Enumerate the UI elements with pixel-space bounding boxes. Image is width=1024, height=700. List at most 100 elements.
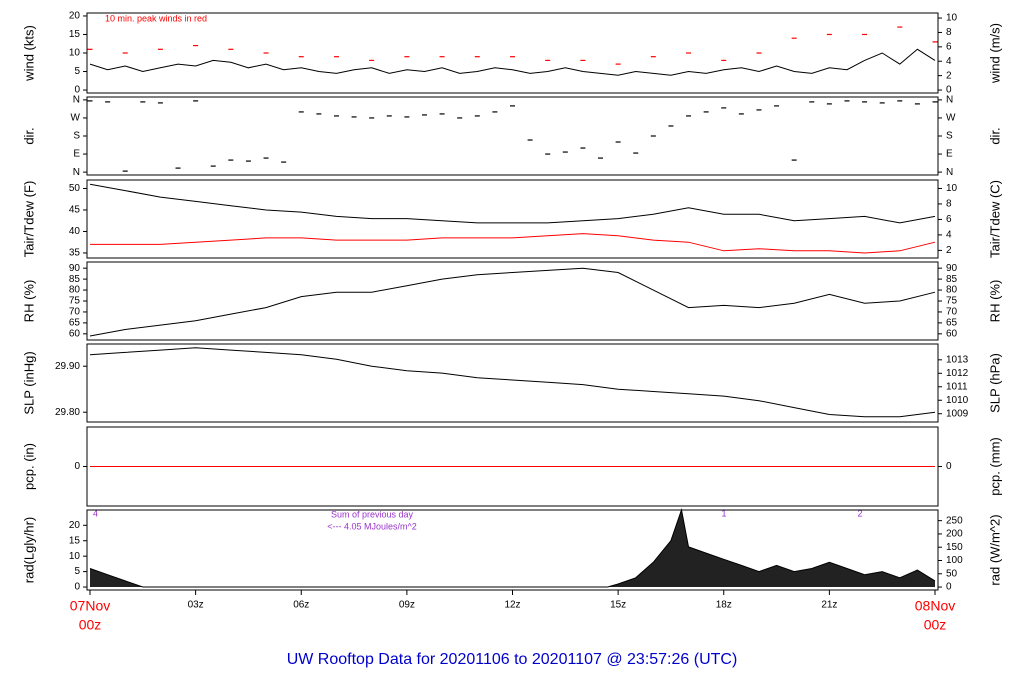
y-axis-label: rad(Lgly/hr) — [21, 517, 36, 583]
plot-frame — [86, 96, 939, 176]
y2-tick-label: 1011 — [946, 381, 968, 392]
y2-axis-label: pcp. (mm) — [987, 437, 1002, 496]
y2-tick-label: 0 — [946, 461, 952, 472]
y2-tick-label: 0 — [946, 582, 952, 593]
x-tick-label: 18z — [716, 600, 732, 611]
y2-tick-label: 0 — [946, 85, 952, 96]
y2-tick-label: 200 — [946, 529, 963, 540]
y-tick-label: 10 — [69, 48, 81, 59]
line — [89, 347, 936, 418]
y2-tick-label: N — [946, 167, 953, 178]
y-tick-label: 65 — [69, 318, 81, 329]
annotation: 10 min. peak winds in red — [105, 13, 207, 23]
y-tick-label: 80 — [69, 285, 81, 296]
y-tick-label: 5 — [74, 566, 80, 577]
y2-tick-label: 50 — [946, 568, 958, 579]
x-date-label: 07Nov — [70, 598, 110, 614]
y2-tick-label: 85 — [946, 274, 958, 285]
y-tick-label: N — [73, 167, 80, 178]
annotation: Sum of previous day — [331, 509, 414, 519]
y-axis-label: Tair/Tdew (F) — [21, 181, 36, 258]
y2-tick-label: 2 — [946, 245, 952, 256]
y2-tick-label: 1013 — [946, 354, 969, 365]
y-tick-label: 35 — [69, 248, 81, 259]
y-tick-label: 15 — [69, 29, 81, 40]
y2-tick-label: 10 — [946, 13, 958, 24]
line — [89, 48, 936, 76]
y-tick-label: 20 — [69, 520, 81, 531]
y-tick-label: 50 — [69, 183, 81, 194]
x-tick-label: 06z — [293, 600, 309, 611]
y2-tick-label: N — [946, 95, 953, 106]
y2-axis-label: RH (%) — [987, 280, 1002, 323]
y2-tick-label: 2 — [946, 70, 952, 81]
y-tick-label: 40 — [69, 226, 81, 237]
y-axis-label: pcp. (in) — [21, 443, 36, 490]
y2-tick-label: 10 — [946, 183, 958, 194]
y-tick-label: 29.90 — [55, 361, 80, 372]
y-tick-label: 85 — [69, 274, 81, 285]
plot-frame — [86, 12, 939, 94]
line — [89, 267, 936, 337]
y2-axis-label: wind (m/s) — [987, 23, 1002, 84]
y2-tick-label: 6 — [946, 41, 952, 52]
y2-axis-label: dir. — [987, 127, 1002, 144]
y2-tick-label: E — [946, 149, 953, 160]
y2-tick-label: 250 — [946, 515, 963, 526]
y2-tick-label: 1012 — [946, 368, 969, 379]
y-tick-label: 15 — [69, 535, 81, 546]
y-axis-label: SLP (inHg) — [21, 351, 36, 414]
y2-tick-label: 150 — [946, 542, 963, 553]
y-tick-label: 45 — [69, 205, 81, 216]
y2-tick-label: 100 — [946, 555, 963, 566]
plot-frame — [86, 343, 939, 423]
y2-tick-label: 8 — [946, 27, 952, 38]
y-tick-label: 0 — [74, 461, 80, 472]
y2-tick-label: 8 — [946, 199, 952, 210]
y-axis-label: wind (kts) — [21, 25, 36, 82]
x-tick-label: 00z — [924, 617, 947, 633]
y2-axis-label: SLP (hPa) — [987, 353, 1002, 413]
x-tick-label: 15z — [610, 600, 626, 611]
line — [90, 233, 936, 254]
y-tick-label: 0 — [74, 85, 80, 96]
y2-axis-label: Tair/Tdew (C) — [987, 180, 1002, 258]
x-tick-label: 12z — [504, 600, 520, 611]
y-tick-label: 29.80 — [55, 407, 80, 418]
y2-tick-label: 90 — [946, 263, 958, 274]
y2-tick-label: 1010 — [946, 395, 969, 406]
y-axis-label: dir. — [21, 127, 36, 144]
y-tick-label: S — [73, 131, 80, 142]
y-tick-label: 10 — [69, 551, 81, 562]
y2-tick-label: 65 — [946, 318, 958, 329]
y2-tick-label: S — [946, 131, 953, 142]
y2-axis-label: rad (W/m^2) — [987, 514, 1002, 585]
y2-tick-label: 4 — [946, 56, 952, 67]
y-tick-label: 75 — [69, 296, 81, 307]
y-tick-label: 70 — [69, 307, 81, 318]
chart-title: UW Rooftop Data for 20201106 to 20201107… — [287, 651, 738, 668]
y2-tick-label: 75 — [946, 296, 958, 307]
y2-tick-label: 4 — [946, 230, 952, 241]
x-tick-label: 21z — [821, 600, 837, 611]
y-tick-label: 0 — [74, 582, 80, 593]
y2-tick-label: 70 — [946, 307, 958, 318]
y-tick-label: 5 — [74, 66, 80, 77]
y-tick-label: 20 — [69, 11, 81, 22]
y2-tick-label: 80 — [946, 285, 958, 296]
annotation: 2 — [857, 508, 862, 518]
x-tick-label: 03z — [188, 600, 204, 611]
annotation: 1 — [721, 508, 726, 518]
y-tick-label: 90 — [69, 263, 81, 274]
y2-tick-label: 1009 — [946, 408, 969, 419]
x-tick-label: 09z — [399, 600, 415, 611]
area-line — [89, 507, 936, 588]
y-tick-label: W — [71, 113, 81, 124]
annotation: 4 — [93, 508, 98, 518]
y2-tick-label: 60 — [946, 328, 958, 339]
area-fill — [90, 509, 935, 588]
line — [89, 183, 936, 224]
y-tick-label: N — [73, 95, 80, 106]
y-axis-label: RH (%) — [21, 280, 36, 323]
